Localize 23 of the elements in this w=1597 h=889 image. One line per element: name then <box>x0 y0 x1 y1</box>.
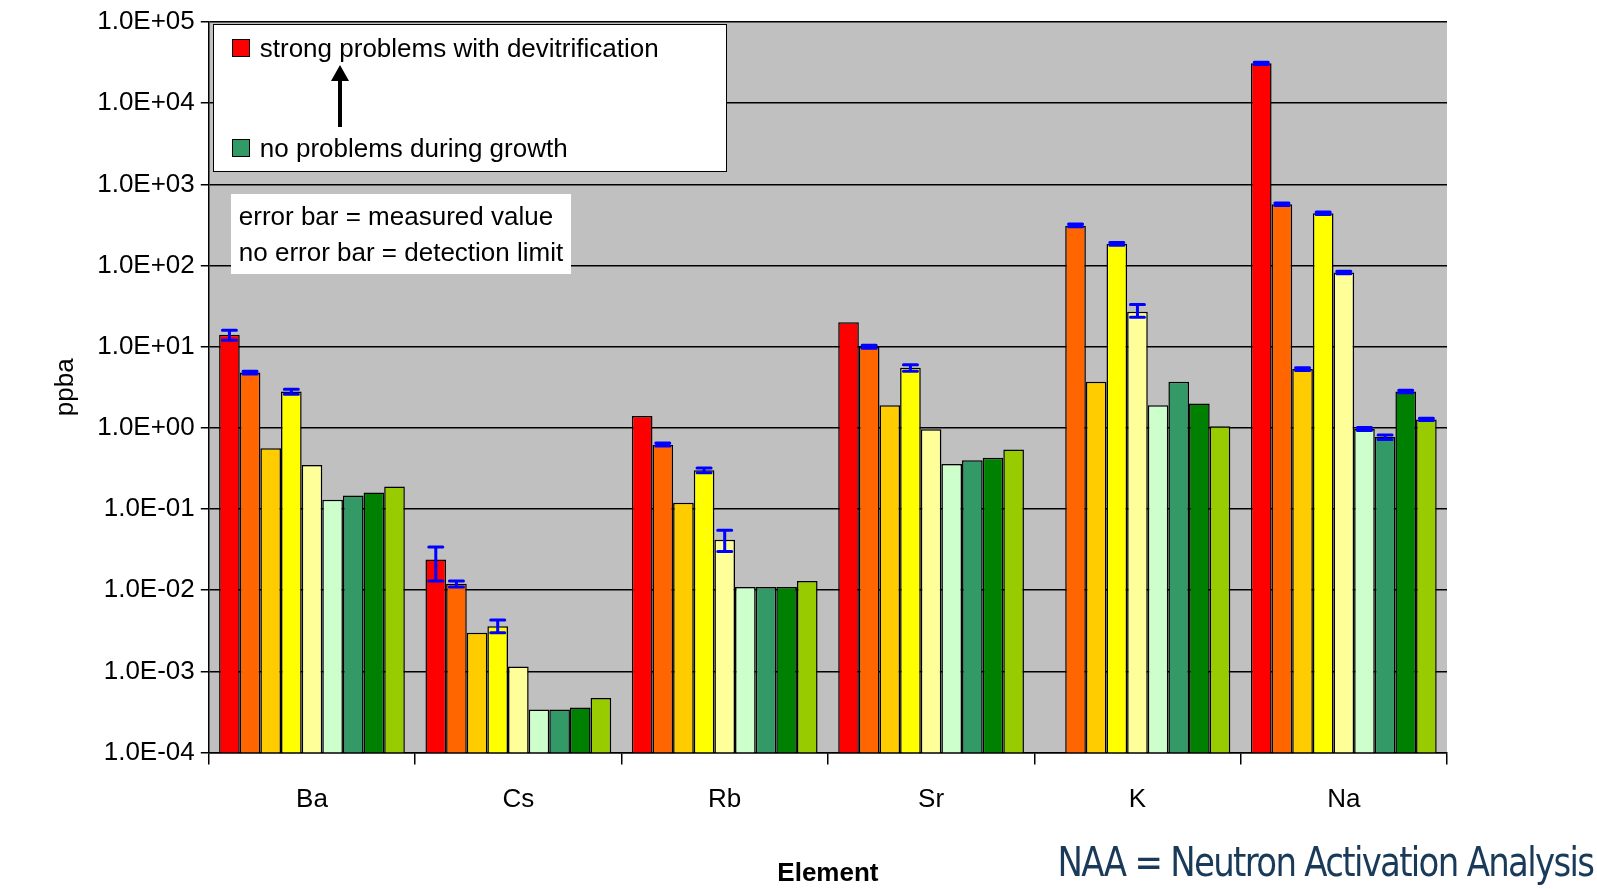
y-tick-label: 1.0E+04 <box>97 86 195 117</box>
text: NAA = Neutron Activation Analysis <box>1057 839 1593 885</box>
x-tick-label: Ba <box>296 783 329 814</box>
legend-label: strong problems with devitrification <box>259 32 659 64</box>
x-axis-title: Element <box>777 856 879 887</box>
y-axis-title: ppba <box>48 357 79 417</box>
y-tick-label: 1.0E+01 <box>97 329 195 360</box>
x-tick-label: K <box>1128 783 1147 814</box>
y-tick-label: 1.0E+05 <box>97 5 195 36</box>
y-tick-label: 1.0E-04 <box>103 735 195 766</box>
x-tick-label: Cs <box>502 783 535 814</box>
y-tick-label: 1.0E-01 <box>103 492 195 523</box>
y-tick-label: 1.0E-03 <box>103 654 195 685</box>
annotation: no error bar = detection limit <box>238 236 564 269</box>
y-tick-label: 1.0E+02 <box>97 248 195 279</box>
y-tick-label: 1.0E+03 <box>97 167 195 198</box>
x-tick-label: Rb <box>708 783 742 814</box>
legend-label: no problems during growth <box>259 132 568 164</box>
y-tick-label: 1.0E-02 <box>103 573 195 604</box>
x-tick-label: Na <box>1327 783 1361 814</box>
annotation: error bar = measured value <box>238 200 555 233</box>
y-tick-label: 1.0E+00 <box>97 411 195 442</box>
x-tick-label: Sr <box>918 783 945 814</box>
